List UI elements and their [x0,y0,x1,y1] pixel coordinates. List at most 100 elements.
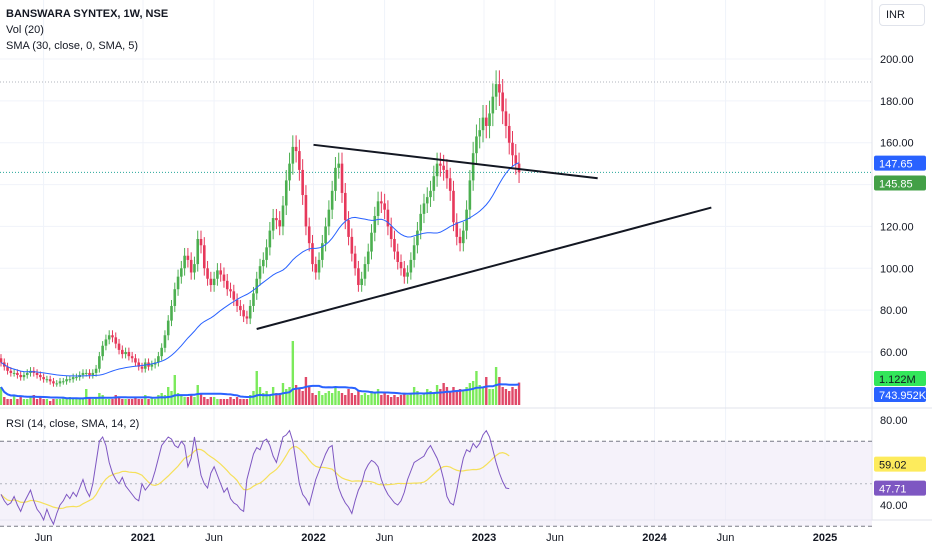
volume-bar [153,399,157,405]
rsi-badge-bg [874,480,926,496]
last-price-badge-bg [874,175,926,191]
candle-body [498,84,501,93]
volume-bar [426,389,429,405]
candle-body [71,377,75,380]
volume-bar [262,393,265,405]
candle-body [104,339,108,346]
candle-body [160,347,163,357]
volume-bar [147,399,150,405]
volume-bar [291,341,295,405]
price-tick-label: 100.00 [880,263,914,275]
volume-bar [108,399,111,405]
trendline-lower [256,206,712,330]
candle-body [455,222,459,237]
candle-body [396,251,400,263]
volume-indicator-label[interactable]: Vol (20) [6,24,44,36]
volume-bar [62,397,65,405]
candle-body [121,349,124,355]
volume-bar [137,399,140,405]
volume-bar [481,387,485,405]
price-tick-label: 120.00 [880,221,914,233]
volume-bar [298,389,301,405]
volume-bar [183,397,186,405]
candle-body [16,372,19,376]
candle-body [193,264,196,273]
volume-bar [367,395,370,405]
candle-body [170,305,173,321]
volume-bar [58,399,62,405]
candle-body [0,358,3,363]
candle-body [494,84,498,97]
time-tick-label: Jun [717,532,735,544]
volume-bar [130,399,134,405]
volume-bar [226,399,229,405]
volume-bar [488,389,491,405]
candle-body [429,190,432,198]
candle-body [252,293,255,306]
candle-body [291,146,295,164]
volume-bar [140,399,144,405]
volume-bar [357,391,360,405]
volume-bar [22,399,26,405]
candle-body [265,247,268,260]
volume-bar [445,387,449,405]
volume-bar [206,399,209,405]
volume-bar [498,377,501,405]
volume-bar [255,371,258,405]
candle-body [288,163,291,181]
candle-body [343,192,347,221]
candle-body [409,259,413,273]
volume-bar [193,397,196,405]
volume-bar [432,393,436,405]
candle-body [183,255,186,269]
candle-body [212,278,216,286]
candle-body [124,352,127,355]
candle-body [134,358,137,363]
sma-price-badge-bg [874,155,926,171]
volume-bar [275,393,278,405]
volume-bar [48,401,52,405]
volume-bar [268,395,272,405]
candle-body [157,356,160,363]
time-tick-label: Jun [205,532,223,544]
volume-bar [452,387,455,405]
candle-body [75,377,78,379]
volume-bar [294,385,298,405]
volume-bar [258,387,262,405]
volume-sma-badge: 743.952K [879,390,927,402]
volume-bar [334,387,337,405]
candle-body [258,266,262,279]
candle-body [425,197,429,204]
volume-bar [422,393,426,405]
sma-indicator-label[interactable]: SMA (30, close, 0, SMA, 5) [6,40,139,52]
candle-body [301,169,304,196]
candle-body [317,259,321,273]
candle-body [55,383,59,385]
candle-body [245,316,249,319]
volume-bar [412,387,416,405]
volume-bar [35,399,39,405]
volume-bar [121,399,124,405]
candle-body [48,379,52,382]
candle-body [206,268,209,279]
candle-body [416,230,419,246]
time-tick-label: 2023 [472,532,496,544]
volume-bar [242,399,245,405]
volume-bar [396,397,399,405]
volume-bar [409,393,413,405]
candle-body [209,278,213,286]
volume-bar [265,391,268,405]
volume-bar [419,395,422,405]
candle-body [334,167,337,191]
candle-body [35,372,39,376]
candle-body [143,362,147,369]
candle-body [101,345,104,357]
time-tick-label: 2022 [301,532,325,544]
volume-bar [75,399,78,405]
currency-selector[interactable]: INR [879,4,925,26]
rsi-indicator-label[interactable]: RSI (14, close, SMA, 14, 2) [6,418,140,430]
volume-bar [435,385,439,405]
rsi-tick-label: 80.00 [880,415,908,427]
candle-body [52,381,55,384]
